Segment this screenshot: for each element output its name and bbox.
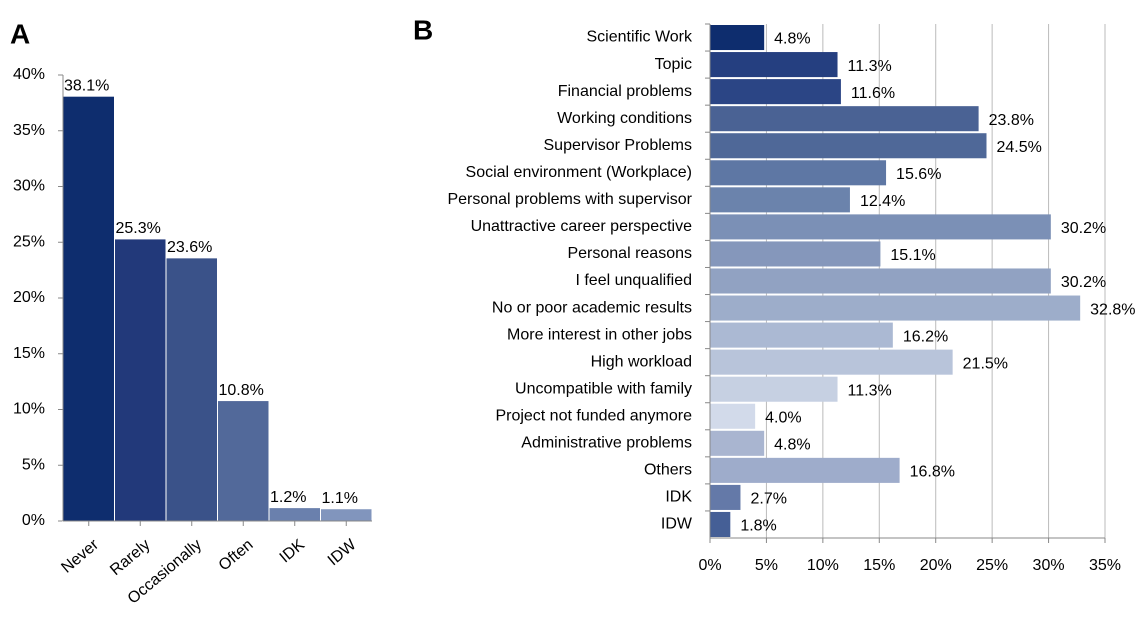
value-label: 24.5%: [997, 139, 1042, 156]
y-tick-label: 40%: [13, 66, 45, 83]
y-tick-label: Working conditions: [557, 110, 692, 127]
value-label: 11.3%: [848, 58, 892, 75]
x-tick-label: 20%: [920, 557, 952, 574]
value-label: 32.8%: [1090, 301, 1135, 318]
bar: [710, 403, 756, 429]
x-tick-label: IDW: [325, 536, 360, 570]
y-tick-label: IDK: [665, 489, 692, 506]
bar: [710, 79, 841, 105]
y-tick-label: 15%: [13, 345, 45, 362]
bar: [114, 238, 167, 522]
y-tick-label: High workload: [591, 353, 692, 370]
value-label: 1.2%: [270, 489, 306, 506]
bar: [710, 214, 1051, 240]
value-label: 11.3%: [848, 382, 892, 399]
x-tick-label: Rarely: [107, 536, 153, 579]
value-label: 4.8%: [774, 31, 810, 48]
x-tick-label: 15%: [863, 557, 895, 574]
bar: [710, 511, 731, 537]
y-tick-label: 30%: [13, 178, 45, 195]
bar: [710, 52, 838, 78]
bar: [710, 376, 838, 402]
value-label: 15.6%: [896, 166, 941, 183]
bar: [710, 322, 893, 348]
bar: [710, 268, 1051, 294]
y-tick-label: Others: [644, 462, 692, 479]
bar: [217, 400, 270, 522]
value-label: 4.8%: [774, 437, 810, 454]
y-tick-label: Uncompatible with family: [515, 380, 692, 397]
x-tick-label: 30%: [1033, 557, 1065, 574]
bar: [710, 187, 850, 213]
value-label: 1.8%: [740, 518, 776, 535]
y-tick-label: Scientific Work: [586, 29, 693, 46]
value-label: 23.8%: [989, 112, 1034, 129]
y-tick-label: Personal problems with supervisor: [447, 191, 692, 208]
value-label: 30.2%: [1061, 274, 1106, 291]
y-tick-label: 5%: [22, 456, 45, 473]
bar: [710, 295, 1081, 321]
value-label: 4.0%: [765, 409, 801, 426]
value-label: 2.7%: [750, 491, 786, 508]
bar: [710, 484, 741, 510]
y-tick-label: Topic: [655, 56, 692, 73]
value-label: 15.1%: [890, 247, 935, 264]
value-label: 30.2%: [1061, 220, 1106, 237]
y-tick-label: 20%: [13, 289, 45, 306]
panel-label: B: [413, 14, 433, 45]
x-tick-label: Never: [58, 536, 102, 577]
value-label: 38.1%: [64, 77, 109, 94]
bar: [268, 507, 321, 522]
value-label: 21.5%: [963, 355, 1008, 372]
value-label: 1.1%: [322, 490, 358, 507]
y-tick-label: 25%: [13, 233, 45, 250]
bar: [710, 25, 765, 51]
y-tick-label: Personal reasons: [567, 245, 692, 262]
bar: [320, 508, 373, 522]
x-tick-label: 5%: [755, 557, 778, 574]
y-tick-label: Project not funded anymore: [495, 407, 692, 424]
y-tick-label: Unattractive career perspective: [471, 218, 693, 235]
y-tick-label: 35%: [13, 122, 45, 139]
bar: [710, 457, 900, 483]
bar: [710, 241, 881, 267]
y-tick-label: 0%: [22, 512, 45, 529]
x-tick-label: IDK: [277, 536, 309, 566]
value-label: 12.4%: [860, 193, 905, 210]
y-tick-label: Financial problems: [558, 83, 692, 100]
bar: [710, 349, 953, 375]
bar: [165, 257, 218, 522]
x-tick-label: 25%: [976, 557, 1008, 574]
x-tick-label: Often: [216, 536, 257, 574]
value-label: 10.8%: [219, 382, 264, 399]
y-tick-label: Social environment (Workplace): [466, 164, 692, 181]
bar: [710, 160, 887, 186]
bar: [710, 133, 987, 159]
y-tick-label: Administrative problems: [521, 435, 692, 452]
y-tick-label: I feel unqualified: [575, 272, 692, 289]
value-label: 25.3%: [116, 220, 161, 237]
panel-label: A: [10, 18, 30, 49]
x-tick-label: 35%: [1089, 557, 1121, 574]
bar: [710, 106, 979, 132]
value-label: 16.2%: [903, 328, 948, 345]
value-label: 16.8%: [910, 464, 955, 481]
x-tick-label: 0%: [698, 557, 721, 574]
value-label: 23.6%: [167, 239, 212, 256]
y-tick-label: 10%: [13, 401, 45, 418]
bar: [710, 430, 765, 456]
bar: [62, 95, 115, 522]
x-tick-label: 10%: [807, 557, 839, 574]
y-tick-label: More interest in other jobs: [507, 326, 692, 343]
y-tick-label: IDW: [661, 516, 693, 533]
y-tick-label: No or poor academic results: [492, 299, 692, 316]
y-tick-label: Supervisor Problems: [544, 137, 693, 154]
value-label: 11.6%: [851, 85, 895, 102]
